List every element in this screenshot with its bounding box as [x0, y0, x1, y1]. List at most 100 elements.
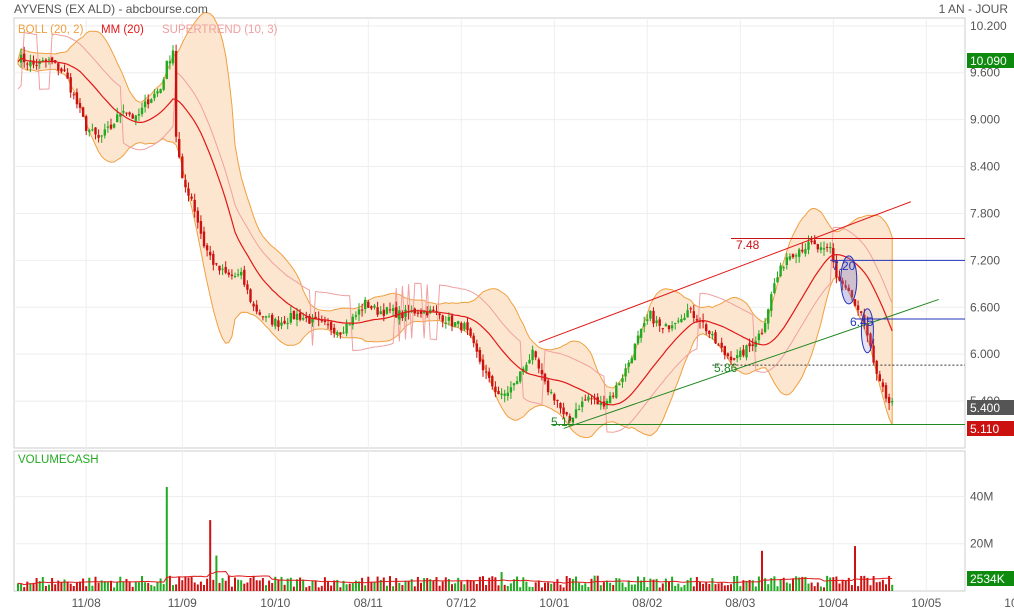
volume-bar: [354, 580, 357, 591]
volume-bar: [705, 581, 708, 591]
candle-body: [835, 260, 838, 278]
volume-bar: [196, 584, 199, 591]
volume-bar: [79, 581, 81, 591]
candle-body: [562, 407, 565, 415]
volume-bar: [283, 584, 286, 591]
volume-bar: [506, 585, 509, 591]
candle-body: [401, 312, 404, 319]
volume-bar: [116, 582, 119, 591]
candle-body: [373, 305, 376, 308]
candle-body: [435, 311, 438, 313]
volume-bar: [119, 576, 122, 591]
legend-boll: BOLL (20, 2): [18, 24, 84, 36]
candle-body: [342, 332, 345, 334]
resistance-trendline: [538, 201, 911, 343]
candle-body: [391, 308, 395, 311]
candle-body: [360, 309, 364, 311]
candle-body: [798, 249, 801, 257]
support-label-box: [967, 421, 1014, 436]
volume-bar: [714, 584, 717, 591]
volume-bar: [646, 587, 649, 591]
volume-bar: [131, 586, 134, 591]
candle-body: [822, 248, 826, 250]
volume-bar: [44, 585, 47, 591]
volume-bar: [342, 580, 345, 591]
last-price-box: [967, 400, 1014, 415]
volume-bar: [550, 583, 553, 591]
candle-body: [782, 267, 785, 269]
candle-body: [559, 403, 562, 409]
volume-bar: [333, 580, 336, 591]
volume-bar: [265, 585, 267, 591]
volume-bar: [327, 581, 329, 591]
candle-body: [348, 324, 351, 326]
volume-bar: [609, 582, 612, 591]
volume-bar: [429, 579, 432, 591]
volume-bar: [553, 582, 556, 591]
volume-bar: [723, 585, 726, 591]
volume-bar: [466, 579, 469, 591]
volume-tick-label: 40M: [970, 489, 993, 503]
candle-body: [106, 126, 110, 128]
volume-bar: [516, 576, 519, 591]
volume-bar: [385, 585, 388, 591]
volume-bar: [627, 580, 630, 591]
volume-bar: [832, 577, 835, 591]
high-label: 10.090: [970, 54, 1007, 68]
volume-bar: [860, 575, 863, 591]
candle-body: [788, 256, 792, 260]
candle-body: [224, 266, 227, 273]
volume-bar: [637, 576, 639, 591]
volume-bar: [209, 520, 212, 591]
candle-body: [729, 356, 733, 361]
candle-body: [398, 310, 401, 320]
volume-bar: [193, 582, 196, 591]
volume-bar: [804, 576, 807, 591]
candle-body: [289, 313, 292, 323]
candle-body: [218, 265, 221, 271]
candle-body: [748, 343, 751, 347]
candle-body: [370, 306, 373, 309]
candle-body: [717, 344, 720, 346]
candle-body: [537, 359, 540, 369]
volume-bar: [587, 586, 590, 591]
candle-body: [351, 316, 354, 326]
candle-body: [193, 199, 196, 212]
price-tick-label: 9.600: [970, 66, 1000, 80]
price-tick-label: 9.000: [970, 113, 1000, 127]
candle-body: [677, 320, 680, 322]
volume-bar: [454, 583, 457, 591]
candle-body: [714, 332, 717, 344]
candle-body: [506, 392, 509, 396]
candle-body: [184, 179, 187, 188]
volume-bar: [726, 585, 729, 591]
volume-bar: [389, 576, 391, 591]
candle-body: [240, 271, 243, 276]
volume-bar: [150, 584, 153, 591]
candle-body: [550, 391, 553, 394]
volume-bar: [113, 587, 116, 591]
volume-bar: [571, 579, 574, 591]
volume-bar: [94, 576, 97, 591]
volume-bar: [838, 583, 841, 591]
volume-bar: [156, 582, 159, 591]
candle-body: [667, 325, 671, 330]
candle-body: [494, 386, 497, 392]
time-tick-label: 07/12: [446, 596, 476, 610]
candle-body: [884, 385, 888, 399]
volume-bar: [686, 579, 689, 591]
candle-body: [119, 114, 122, 117]
volume-bar: [491, 576, 494, 591]
volume-bar: [38, 581, 41, 591]
volume-bar: [54, 584, 57, 591]
volume-bar: [785, 582, 788, 591]
volume-bar: [32, 582, 35, 591]
volume-bar: [358, 581, 360, 591]
volume-bar: [795, 576, 798, 591]
volume-bar: [581, 585, 584, 591]
candle-body: [478, 350, 482, 362]
volume-bar: [382, 577, 385, 591]
volume-bar: [652, 579, 655, 591]
candle-body: [819, 247, 823, 250]
candle-body: [292, 310, 296, 320]
